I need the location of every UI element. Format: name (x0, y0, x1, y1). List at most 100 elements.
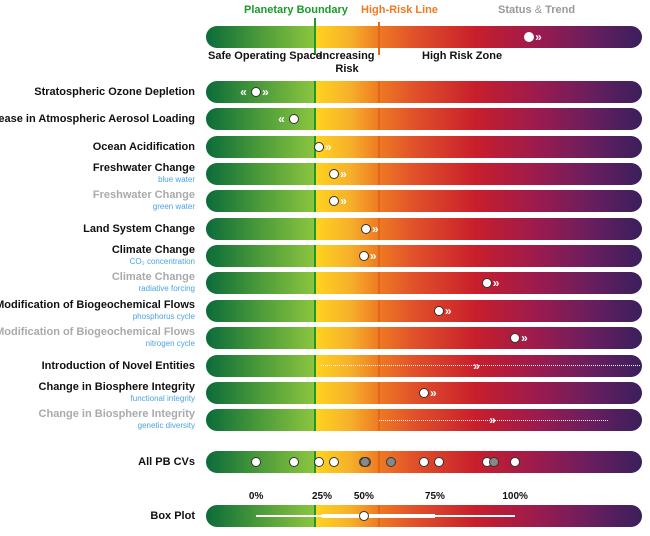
trend-right-icon: » (340, 194, 347, 209)
row-bar: » (206, 354, 642, 377)
row-bar: » (206, 381, 642, 404)
cv-marker (251, 457, 262, 467)
trend-right-icon: » (262, 85, 269, 99)
row-label: Change in Biosphere Integrity functional … (39, 381, 195, 404)
row-label: Modification of Biogeochemical Flows nitr… (0, 326, 195, 349)
trend-right-icon: » (473, 358, 480, 373)
status-marker (329, 169, 340, 180)
row-subtitle: nitrogen cycle (145, 339, 195, 349)
row-title: Freshwater Change (92, 162, 195, 175)
row-bar: » (206, 135, 642, 158)
row-bar: » (206, 163, 642, 186)
row-title: Modification of Biogeochemical Flows (0, 326, 195, 339)
zone-increasing: Increasing Risk (319, 50, 375, 75)
box-plot-tick: 75% (424, 491, 445, 502)
row-title: Freshwater Change (92, 189, 195, 202)
row-label: Increase in Atmospheric Aerosol Loading (0, 113, 195, 126)
trend-right-icon: » (372, 221, 379, 236)
planetary-boundary-line (314, 381, 316, 404)
row-bar: «» (206, 81, 642, 103)
planetary-boundary-line (314, 217, 316, 240)
cv-marker (419, 457, 429, 467)
planetary-boundary-line (314, 190, 316, 213)
planetary-boundary-line (314, 354, 316, 377)
row-subtitle: radiative forcing (138, 284, 195, 294)
high-risk-line (378, 409, 380, 432)
row-title: Climate Change (111, 271, 195, 284)
row-title: Land System Change (83, 222, 195, 235)
status-marker (358, 251, 369, 262)
amp: & (534, 4, 543, 16)
planetary-boundary-line (314, 18, 316, 55)
high-risk-line (378, 81, 380, 103)
trend-label: Trend (545, 4, 576, 16)
row-title: Ocean Acidification (92, 140, 195, 153)
high-risk-line (378, 163, 380, 186)
row-bar: » (206, 217, 642, 240)
row-label: Stratospheric Ozone Depletion (34, 86, 195, 99)
box-plot-bar (206, 505, 642, 527)
status-marker (481, 278, 492, 289)
trend-right-icon: » (489, 413, 496, 428)
planetary-boundary-line (314, 327, 316, 350)
status-marker (361, 223, 371, 234)
status-marker (524, 32, 535, 42)
row-title: Stratospheric Ozone Depletion (34, 86, 195, 98)
status-marker (433, 305, 444, 316)
status-marker (329, 196, 340, 207)
row-title: Introduction of Novel Entities (41, 359, 195, 372)
high-risk-line (378, 451, 380, 473)
uncertainty-range (320, 365, 640, 366)
box-plot-tick: 100% (502, 491, 528, 502)
status-marker (313, 141, 324, 152)
status-label: Status (498, 4, 532, 16)
legend-bar: » (206, 18, 642, 55)
planetary-boundary-line (314, 409, 316, 432)
zone-high: High Risk Zone (422, 50, 503, 62)
row-subtitle: CO₂ concentration (129, 257, 195, 267)
row-title: Change in Biosphere Integrity (38, 408, 195, 421)
box-plot-label: Box Plot (150, 510, 195, 522)
box-plot-box (321, 514, 435, 518)
row-bar: » (206, 272, 642, 295)
row-label: Climate Change radiative forcing (112, 271, 195, 294)
zone-safe: Safe Operating Space (208, 50, 322, 62)
row-label: Modification of Biogeochemical Flows phos… (0, 299, 195, 322)
row-label: Change in Biosphere Integrity genetic div… (39, 408, 195, 431)
trend-right-icon: » (492, 276, 500, 291)
row-bar: » (206, 190, 642, 213)
row-label: Freshwater Change green water (93, 189, 195, 212)
trend-left-icon: « (278, 112, 285, 127)
all-pb-cvs-label: All PB CVs (138, 456, 195, 468)
row-title: Climate Change (111, 244, 195, 257)
row-subtitle: blue water (158, 175, 195, 185)
row-label: Introduction of Novel Entities (42, 360, 195, 373)
high-risk-line-header: High-Risk Line (361, 4, 439, 16)
row-subtitle: genetic diversity (137, 421, 195, 431)
row-bar: « (206, 108, 642, 131)
box-plot-median (358, 511, 369, 521)
row-label: Ocean Acidification (93, 141, 195, 154)
high-risk-line (378, 135, 380, 158)
trend-right-icon: » (521, 331, 528, 346)
row-subtitle: phosphorus cycle (132, 311, 195, 321)
all-pb-cvs-bar (206, 451, 642, 473)
planetary-boundary-line (314, 272, 316, 295)
high-risk-line (378, 327, 380, 350)
high-risk-line (378, 272, 380, 295)
high-risk-line (378, 217, 380, 240)
cv-marker (510, 457, 521, 467)
cv-marker (329, 457, 340, 467)
trend-left-icon: « (240, 85, 247, 99)
trend-right-icon: » (324, 139, 332, 154)
cv-marker-gray (360, 457, 371, 467)
planetary-boundary-header: Planetary Boundary (244, 4, 348, 16)
trend-right-icon: » (444, 303, 452, 318)
row-subtitle: green water (152, 202, 195, 212)
row-label: Land System Change (83, 223, 195, 236)
row-bar: » (206, 409, 642, 432)
uncertainty-range (379, 419, 608, 421)
status-marker (289, 114, 300, 125)
cv-marker-gray (385, 457, 396, 467)
cv-marker (313, 457, 324, 467)
